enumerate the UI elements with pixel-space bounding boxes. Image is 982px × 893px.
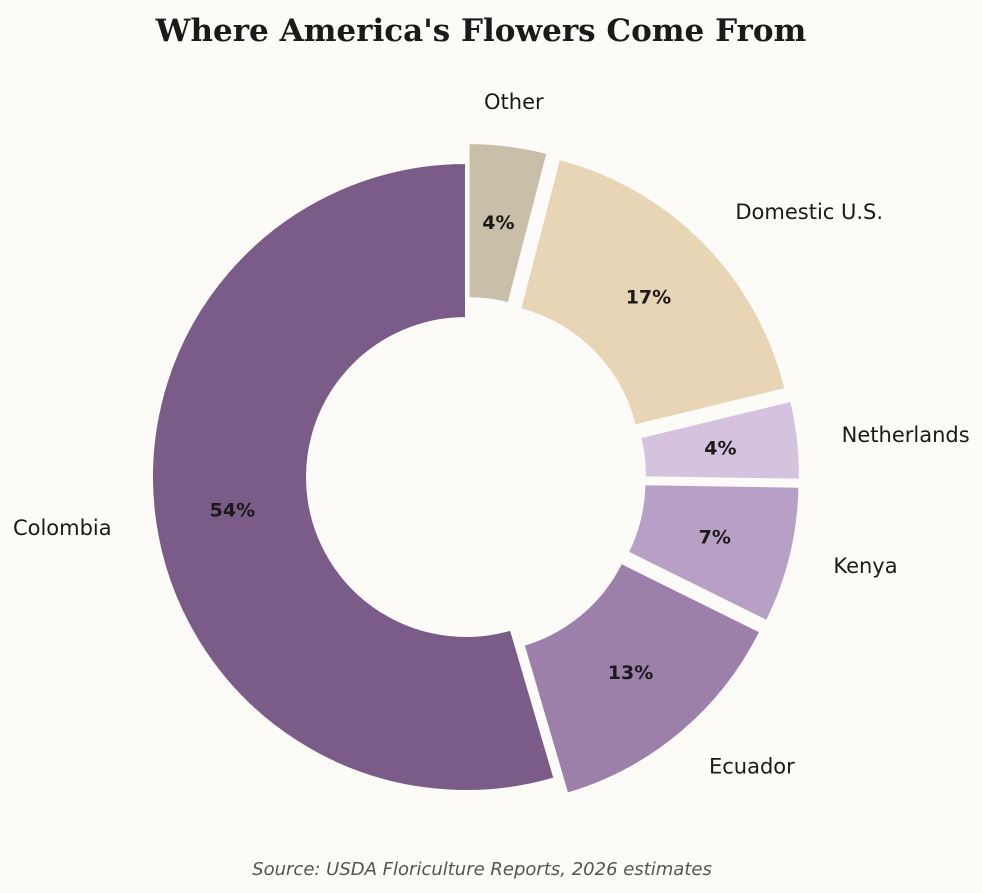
value-label-ecuador: 13%	[608, 662, 653, 684]
slice-kenya	[626, 483, 801, 623]
slice-netherlands	[639, 399, 801, 481]
value-label-domestic-u-s: 17%	[626, 286, 671, 308]
value-label-kenya: 7%	[699, 526, 731, 548]
value-label-netherlands: 4%	[704, 438, 736, 460]
category-label-kenya: Kenya	[833, 554, 897, 578]
chart-source: Source: USDA Floriculture Reports, 2026 …	[252, 859, 712, 880]
slice-other	[467, 142, 549, 305]
category-labels-group: Other Domestic U.S. Netherlands Kenya Ecuado…	[13, 90, 970, 779]
value-label-other: 4%	[482, 212, 514, 234]
category-label-ecuador: Ecuador	[709, 755, 795, 779]
category-label-netherlands: Netherlands	[842, 423, 970, 447]
slice-colombia	[151, 161, 556, 792]
value-label-colombia: 54%	[210, 500, 255, 522]
value-labels-group: 4% 17% 4% 7% 13% 54%	[210, 212, 737, 684]
category-label-domestic-u-s: Domestic U.S.	[735, 200, 883, 224]
slice-domestic-u-s	[518, 157, 787, 427]
category-label-other: Other	[484, 90, 544, 114]
slice-ecuador	[522, 561, 762, 795]
chart-title: Where America's Flowers Come From	[155, 13, 807, 49]
category-label-colombia: Colombia	[13, 516, 112, 540]
slices-group	[151, 142, 801, 795]
